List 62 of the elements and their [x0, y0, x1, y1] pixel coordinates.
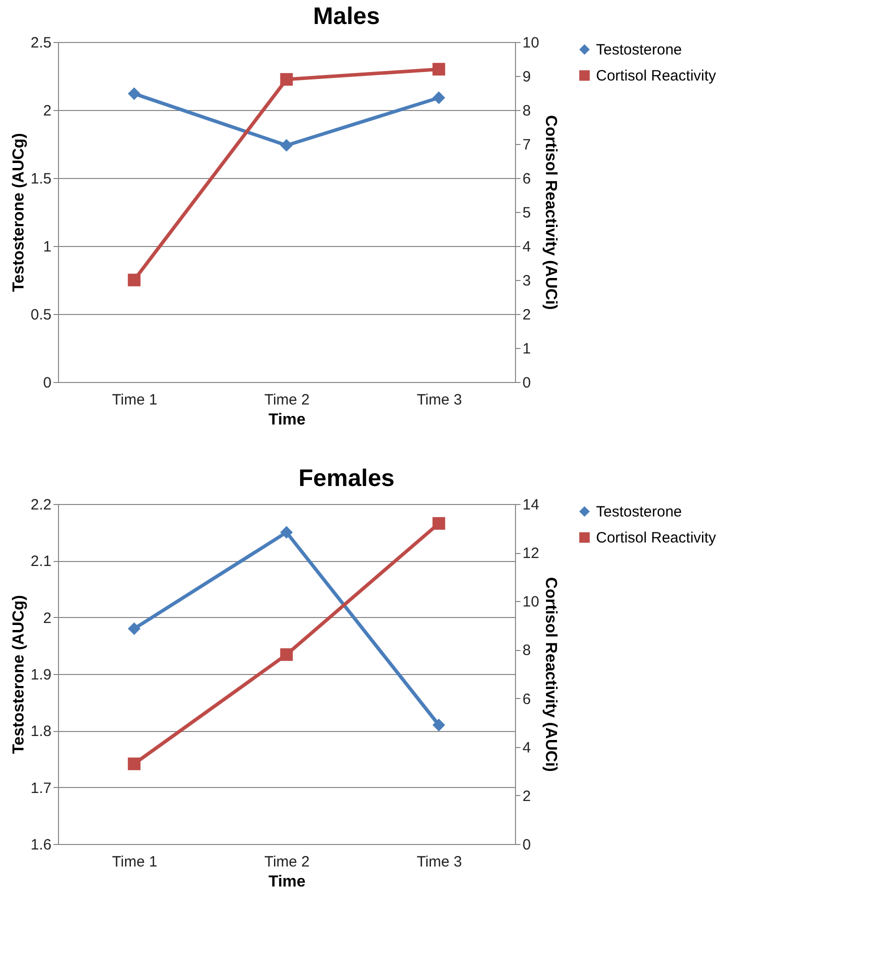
x-tick-label: Time 1 — [112, 854, 158, 870]
point — [432, 718, 446, 732]
y-tick-label: 1.9 — [30, 666, 52, 684]
legend-label: Cortisol Reactivity — [596, 68, 717, 84]
y2-tick-label: 0 — [522, 374, 531, 392]
y-axis-title: Testosterone (AUCg) — [10, 595, 28, 754]
point — [280, 526, 293, 539]
y2-tick-label: 6 — [522, 690, 531, 708]
y2-tick-label: 14 — [522, 496, 540, 514]
y2-tick-label: 5 — [522, 204, 531, 222]
y2-tick-label: 2 — [522, 306, 531, 324]
y-tick-label: 1.6 — [30, 836, 52, 854]
x-axis-title: Time — [268, 874, 306, 890]
point — [432, 62, 446, 76]
y-tick-label: 0.5 — [30, 306, 52, 324]
point — [280, 648, 293, 661]
y-axis-title: Testosterone (AUCg) — [10, 133, 28, 292]
y2-tick-label: 8 — [522, 642, 531, 660]
x-tick-label: Time 2 — [264, 854, 310, 870]
x-axis-title: Time — [268, 412, 306, 428]
y-tick-label: 1 — [43, 238, 52, 256]
y-tick-label: 2.1 — [30, 553, 52, 570]
legend-label: Cortisol Reactivity — [596, 530, 717, 546]
y2-tick-label: 1 — [522, 340, 531, 358]
y-tick-label: 2 — [43, 102, 52, 120]
y2-tick-label: 2 — [522, 788, 531, 805]
y2-tick-label: 8 — [522, 102, 531, 120]
y-tick-label: 1.8 — [30, 723, 52, 740]
y2-tick-label: 10 — [522, 594, 540, 611]
y2-tick-label: 12 — [522, 545, 540, 562]
y2-tick-label: 0 — [522, 836, 531, 854]
y-tick-label: 0 — [43, 374, 52, 392]
point — [280, 73, 293, 86]
point — [432, 517, 446, 530]
y2-axis-title: Cortisol Reactivity (AUCi) — [542, 577, 560, 772]
legend-label: Testosterone — [596, 504, 682, 520]
y2-tick-label: 6 — [522, 170, 531, 188]
y2-tick-label: 4 — [522, 739, 531, 756]
point — [128, 758, 140, 770]
point — [280, 139, 293, 152]
y-tick-label: 2.2 — [30, 496, 52, 514]
point — [432, 91, 446, 104]
x-tick-label: Time 3 — [416, 854, 462, 870]
x-tick-label: Time 1 — [112, 392, 158, 408]
y-tick-label: 1.7 — [30, 780, 52, 797]
chart-title: Females — [298, 465, 395, 492]
point — [128, 87, 140, 100]
y2-tick-label: 10 — [522, 34, 540, 52]
x-tick-label: Time 3 — [416, 392, 462, 408]
y2-tick-label: 7 — [522, 136, 531, 154]
y2-axis-title: Cortisol Reactivity (AUCi) — [542, 115, 560, 310]
point — [128, 622, 140, 635]
y2-tick-label: 9 — [522, 68, 531, 86]
chart-title: Males — [313, 3, 380, 30]
legend-label: Testosterone — [596, 42, 682, 58]
point — [128, 274, 140, 286]
x-tick-label: Time 2 — [264, 392, 310, 408]
y2-tick-label: 4 — [522, 238, 531, 256]
y2-tick-label: 3 — [522, 272, 531, 290]
y-tick-label: 1.5 — [30, 170, 52, 188]
y-tick-label: 2.5 — [30, 34, 52, 52]
y-tick-label: 2 — [43, 610, 52, 627]
